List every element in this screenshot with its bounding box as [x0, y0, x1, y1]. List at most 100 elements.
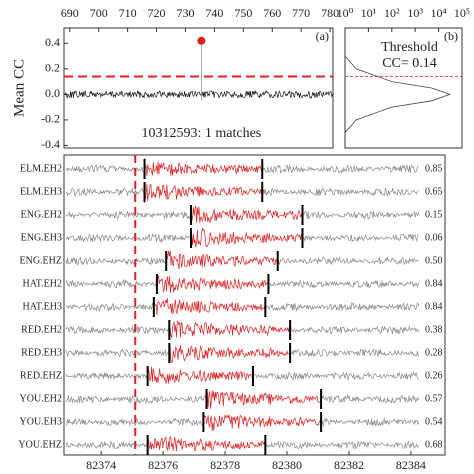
cc-label: 0.84 [425, 278, 443, 289]
panel-frame [63, 27, 334, 149]
trace [320, 417, 420, 427]
station-label: ENG.EH3 [21, 232, 62, 243]
x-tick-label: 82384 [396, 458, 426, 472]
trace-window [203, 414, 322, 431]
trace [65, 348, 170, 358]
cc-label: 0.15 [425, 209, 443, 220]
trace [261, 187, 419, 197]
x-tick-label: 10¹ [361, 6, 377, 20]
x-tick-label: 700 [90, 6, 108, 20]
cc-label: 0.54 [425, 416, 443, 427]
cc-label: 0.06 [425, 232, 443, 243]
x-tick-label: 710 [119, 6, 137, 20]
trace-window [168, 344, 291, 364]
x-tick-label: 760 [263, 6, 281, 20]
trace [302, 233, 419, 243]
trace-window [144, 158, 263, 177]
station-label: ENG.EHZ [20, 255, 63, 266]
trace-window [156, 275, 269, 293]
y-tick-label: -0.4 [41, 137, 60, 151]
trace-window [165, 250, 278, 270]
x-tick-label: 82382 [334, 458, 364, 472]
trace [320, 394, 420, 404]
trace-window [147, 366, 253, 384]
trace [65, 256, 167, 266]
station-label: ELM.EH3 [20, 186, 62, 197]
cc-label: 0.84 [425, 301, 443, 312]
trace [66, 302, 154, 312]
trace [65, 210, 192, 220]
x-tick-label: 750 [234, 6, 252, 20]
trace [65, 417, 204, 427]
panel-frame [63, 154, 446, 456]
trace [65, 441, 148, 450]
y-axis-label: Mean CC [11, 59, 27, 117]
panel-label: (b) [444, 29, 458, 43]
y-tick-label: -0.2 [41, 112, 60, 126]
trace [289, 348, 420, 357]
station-label: RED.EH2 [21, 324, 62, 335]
x-tick-label: 780 [321, 6, 339, 20]
x-tick-label: 10² [384, 6, 400, 20]
trace-window [168, 320, 291, 339]
threshold-label: CC= 0.14 [382, 56, 437, 71]
y-tick-label: 0.2 [45, 61, 60, 75]
cc-label: 0.85 [425, 163, 443, 174]
trace [277, 256, 419, 266]
trace [302, 210, 419, 220]
trace-window [190, 227, 303, 248]
x-tick-label: 770 [292, 6, 310, 20]
trace-window [206, 390, 322, 409]
y-tick-label: 0.4 [45, 35, 60, 49]
cc-label: 0.57 [425, 393, 443, 404]
trace [264, 440, 420, 450]
trace [268, 279, 420, 289]
station-label: HAT.EH2 [22, 278, 62, 289]
trace [252, 371, 419, 381]
trace [65, 324, 170, 335]
trace [65, 279, 157, 289]
panel-label: (a) [316, 29, 329, 43]
trace-window [153, 297, 266, 316]
cc-label: 0.68 [425, 439, 443, 450]
trace [65, 233, 192, 243]
x-tick-label: 740 [205, 6, 223, 20]
x-tick-label: 720 [148, 6, 166, 20]
threshold-text: Threshold [381, 40, 438, 55]
x-tick-label: 10⁰ [337, 6, 354, 20]
x-tick-label: 82378 [210, 458, 240, 472]
histogram-curve [344, 55, 452, 133]
x-tick-label: 10³ [407, 6, 423, 20]
cc-label: 0.26 [425, 370, 443, 381]
peak-point [197, 36, 206, 45]
trace [261, 163, 419, 174]
x-tick-label: 690 [61, 6, 79, 20]
annotation: 10312593: 1 matches [142, 126, 262, 141]
y-tick-label: 0.0 [45, 86, 60, 100]
station-label: YOU.EH3 [20, 416, 63, 427]
station-label: HAT.EH3 [22, 301, 62, 312]
trace [289, 325, 420, 335]
x-tick-label: 82380 [272, 458, 302, 472]
x-tick-label: 10⁵ [454, 6, 470, 20]
cc-label: 0.38 [425, 324, 443, 335]
cc-trace [64, 89, 333, 99]
station-label: ENG.EH2 [21, 209, 62, 220]
trace-window [147, 436, 266, 452]
trace [265, 302, 420, 312]
trace [65, 394, 207, 405]
station-label: ELM.EH2 [20, 163, 62, 174]
x-tick-label: 730 [176, 6, 194, 20]
station-label: YOU.EH2 [20, 393, 63, 404]
trace-window [144, 183, 263, 203]
trace [65, 164, 145, 173]
trace [65, 187, 145, 197]
x-tick-label: 82374 [86, 458, 116, 472]
x-tick-label: 10⁴ [431, 6, 447, 20]
cc-label: 0.50 [425, 255, 443, 266]
station-label: YOU.EHZ [18, 439, 62, 450]
trace-window [190, 205, 303, 224]
panel-frame [344, 27, 463, 149]
x-tick-label: 82376 [148, 458, 178, 472]
